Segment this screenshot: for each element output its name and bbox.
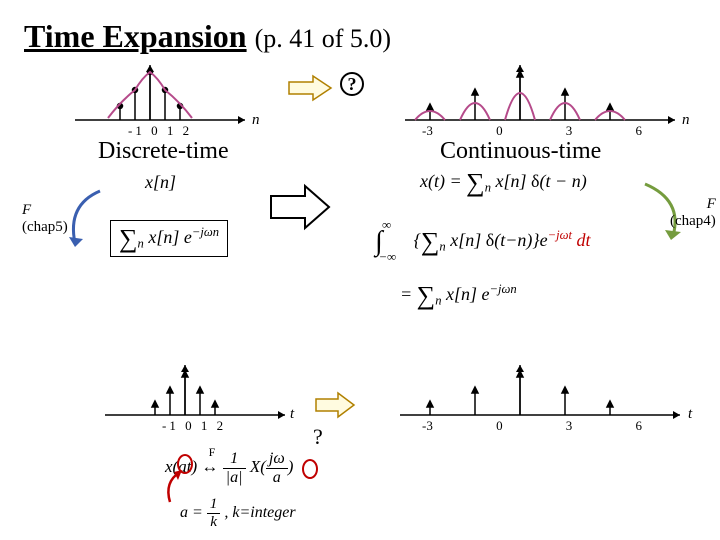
title-main: Time Expansion xyxy=(24,18,247,54)
yellow-arrow-top xyxy=(285,72,335,104)
axis-n-top: n xyxy=(252,112,260,129)
question-top: ? xyxy=(340,72,364,96)
ctop-ticks: -3 0 3 6 xyxy=(422,123,642,139)
xn-expr: x[n] xyxy=(145,172,176,193)
xt-expr: x(t) = ∑n x[n] δ(t − n) xyxy=(420,170,587,196)
axis-t-low-r: t xyxy=(688,406,692,423)
red-oval-a2 xyxy=(302,459,318,479)
clow-ticks: -3 0 3 6 xyxy=(422,418,642,434)
F-chap4: F(chap4) xyxy=(670,196,716,230)
axis-n-top-r: n xyxy=(682,112,690,129)
yellow-arrow-lower xyxy=(312,390,358,420)
continuous-heading: Continuous-time xyxy=(440,138,601,165)
cont-fourier-1: ∫−∞∞ {∑n x[n] δ(t−n)}e−jωt dt xyxy=(375,228,590,256)
F-chap5: F(chap5) xyxy=(22,202,68,236)
dlow-ticks: -1 0 1 2 xyxy=(162,418,226,434)
title-ref: (p. 41 of 5.0) xyxy=(255,24,391,53)
dtop-ticks: -1 0 1 2 xyxy=(128,123,192,139)
discrete-fourier-box: ∑n x[n] e−jωn xyxy=(110,220,228,257)
page-title: Time Expansion (p. 41 of 5.0) xyxy=(24,18,391,55)
a-def: a = 1k , k=integer xyxy=(180,496,296,530)
hollow-arrow-mid xyxy=(265,182,335,232)
discrete-heading: Discrete-time xyxy=(98,138,229,165)
question-lower: ? xyxy=(313,424,323,450)
cont-fourier-2: = ∑n x[n] e−jωn xyxy=(400,282,517,309)
axis-t-low-l: t xyxy=(290,406,294,423)
